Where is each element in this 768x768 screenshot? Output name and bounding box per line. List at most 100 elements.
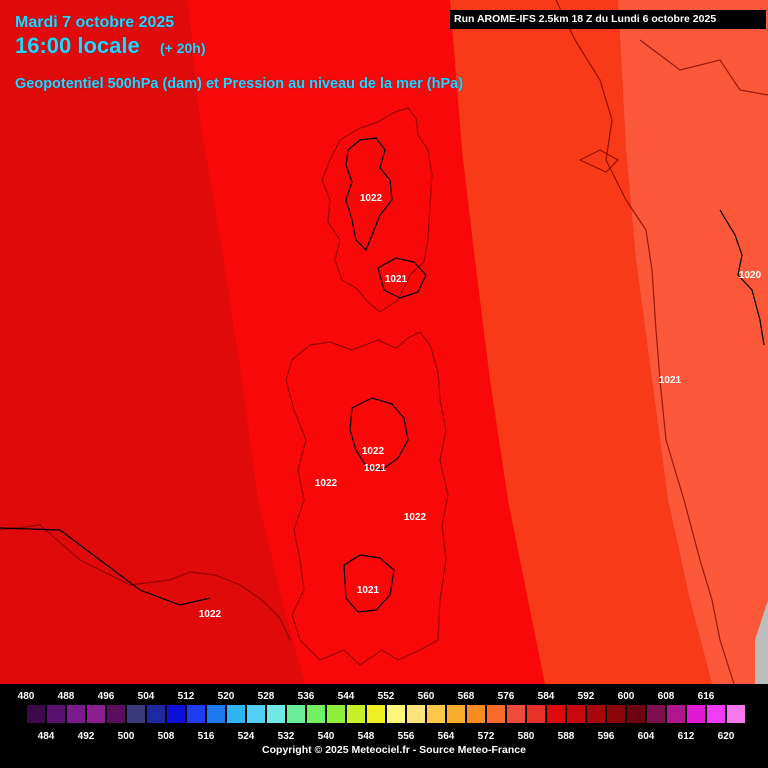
isobar-1021-corsica [377, 257, 427, 299]
legend-swatch [346, 704, 366, 724]
legend-swatch [386, 704, 406, 724]
legend-label: 504 [137, 691, 155, 702]
corsica-coast [321, 107, 433, 313]
legend-label: 560 [417, 691, 435, 702]
legend-label: 600 [617, 691, 635, 702]
isobar-label: 1022 [199, 609, 222, 620]
legend-label: 496 [97, 691, 115, 702]
north-africa-coast [0, 524, 291, 641]
tuscany-coast [639, 39, 768, 96]
parameter-title: Geopotentiel 500hPa (dam) et Pression au… [15, 76, 464, 92]
legend-swatch [166, 704, 186, 724]
legend-label: 580 [517, 731, 535, 742]
legend-swatch [86, 704, 106, 724]
legend-label: 564 [437, 731, 455, 742]
isobar-label: 1020 [739, 270, 762, 281]
band-572-576 [618, 0, 768, 684]
legend-label: 536 [297, 691, 315, 702]
legend-label: 548 [357, 731, 375, 742]
legend-label: 552 [377, 691, 395, 702]
legend-swatch [186, 704, 206, 724]
lead-time: (+ 20h) [160, 40, 206, 56]
legend-swatch [466, 704, 486, 724]
isobar-label: 1021 [385, 274, 408, 285]
legend-swatch [306, 704, 326, 724]
legend-label: 540 [317, 731, 335, 742]
legend-swatch [726, 704, 746, 724]
legend-swatch [206, 704, 226, 724]
isobar-1020-italy [719, 209, 765, 346]
legend-label: 584 [537, 691, 555, 702]
legend-swatch [66, 704, 86, 724]
isobar-label: 1022 [360, 193, 383, 204]
isobar-label: 1022 [362, 446, 385, 457]
legend-label: 532 [277, 731, 295, 742]
legend-swatch [266, 704, 286, 724]
isobar-label: 1022 [404, 512, 427, 523]
italy-coast [555, 0, 735, 685]
elba-coast [578, 149, 619, 173]
legend-label: 576 [497, 691, 515, 702]
isobar-label: 1021 [659, 375, 682, 386]
legend-swatch [286, 704, 306, 724]
forecast-date: Mardi 7 octobre 2025 [15, 14, 175, 31]
isobars [0, 137, 765, 613]
legend-swatch [146, 704, 166, 724]
legend-swatch [106, 704, 126, 724]
legend-label: 612 [677, 731, 695, 742]
legend-label: 596 [597, 731, 615, 742]
legend-label: 616 [697, 691, 715, 702]
legend-label: 512 [177, 691, 195, 702]
sardinia-coast [285, 331, 449, 666]
legend-swatch [606, 704, 626, 724]
isobar-label: 1021 [364, 463, 387, 474]
legend-swatch [646, 704, 666, 724]
legend-label: 556 [397, 731, 415, 742]
legend-swatch [546, 704, 566, 724]
legend-label: 528 [257, 691, 275, 702]
legend-swatch [686, 704, 706, 724]
legend-label: 508 [157, 731, 175, 742]
legend-swatch [706, 704, 726, 724]
legend-label: 492 [77, 731, 95, 742]
legend-label: 568 [457, 691, 475, 702]
forecast-time: 16:00 locale [15, 33, 140, 58]
legend-label: 484 [37, 731, 55, 742]
legend-swatch [406, 704, 426, 724]
legend-label: 544 [337, 691, 355, 702]
isobar-label: 1022 [315, 478, 338, 489]
legend-swatch [446, 704, 466, 724]
legend-label: 572 [477, 731, 495, 742]
run-info: Run AROME-IFS 2.5km 18 Z du Lundi 6 octo… [450, 10, 766, 29]
legend-swatch [566, 704, 586, 724]
no-data-area [755, 600, 768, 684]
legend-label: 608 [657, 691, 675, 702]
legend-swatch [626, 704, 646, 724]
legend-label: 516 [197, 731, 215, 742]
legend-swatch [486, 704, 506, 724]
isobar-1022-africa [0, 527, 211, 606]
legend-label: 500 [117, 731, 135, 742]
isobar-labels: 1022 1021 1020 1021 1022 1021 1022 1022 … [199, 193, 762, 620]
legend-label: 620 [717, 731, 735, 742]
legend-swatch [586, 704, 606, 724]
legend-swatch [426, 704, 446, 724]
color-scale-legend: 480 488 496 504 512 520 528 536 544 552 560 568 576 5… [0, 684, 768, 768]
legend-label: 604 [637, 731, 655, 742]
legend-swatch [366, 704, 386, 724]
legend-swatch [226, 704, 246, 724]
legend-swatch [526, 704, 546, 724]
legend-label: 488 [57, 691, 75, 702]
legend-label: 592 [577, 691, 595, 702]
legend-swatch [26, 704, 46, 724]
isobar-1021-sardinia [343, 554, 395, 613]
legend-label: 480 [17, 691, 35, 702]
legend-swatch [46, 704, 66, 724]
legend-label: 520 [217, 691, 235, 702]
legend-swatch [126, 704, 146, 724]
isobar-1022-sardinia [349, 397, 409, 471]
band-580-584 [188, 0, 545, 684]
isobar-1022-corsica [345, 137, 393, 252]
